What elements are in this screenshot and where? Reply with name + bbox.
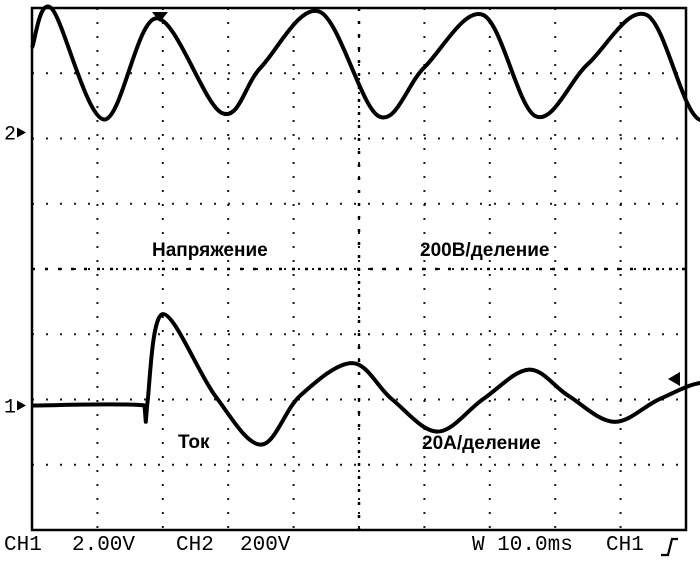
timebase-readout: W 10.0ms bbox=[472, 534, 573, 557]
trigger-level-icon bbox=[668, 372, 680, 386]
graticule bbox=[30, 6, 688, 532]
ch2-reference-marker: 1 bbox=[4, 397, 16, 420]
markers: 21 bbox=[4, 12, 680, 420]
ch2-label: CH2 bbox=[176, 534, 214, 557]
ch1-waveform bbox=[30, 4, 700, 122]
ch1-scale: 2.00V bbox=[72, 534, 136, 557]
ch2-waveform bbox=[31, 312, 700, 447]
trigger-source: CH1 bbox=[606, 534, 644, 557]
traces bbox=[30, 4, 700, 447]
ch2-annotation-scale: 20А/деление bbox=[422, 433, 541, 454]
ch2-scale: 200V bbox=[240, 534, 291, 557]
ch1-annotation-scale: 200В/деление bbox=[420, 240, 550, 261]
ch1-reference-marker: 2 bbox=[4, 124, 16, 147]
ch2-annotation-name: Ток bbox=[178, 432, 210, 453]
reference-arrow-icon bbox=[17, 127, 26, 138]
ch1-annotation-name: Напряжение bbox=[152, 240, 268, 261]
rising-edge-icon bbox=[661, 537, 678, 557]
trigger-position-icon bbox=[152, 12, 168, 22]
reference-arrow-icon bbox=[17, 400, 26, 411]
ch1-label: CH1 bbox=[4, 534, 42, 557]
